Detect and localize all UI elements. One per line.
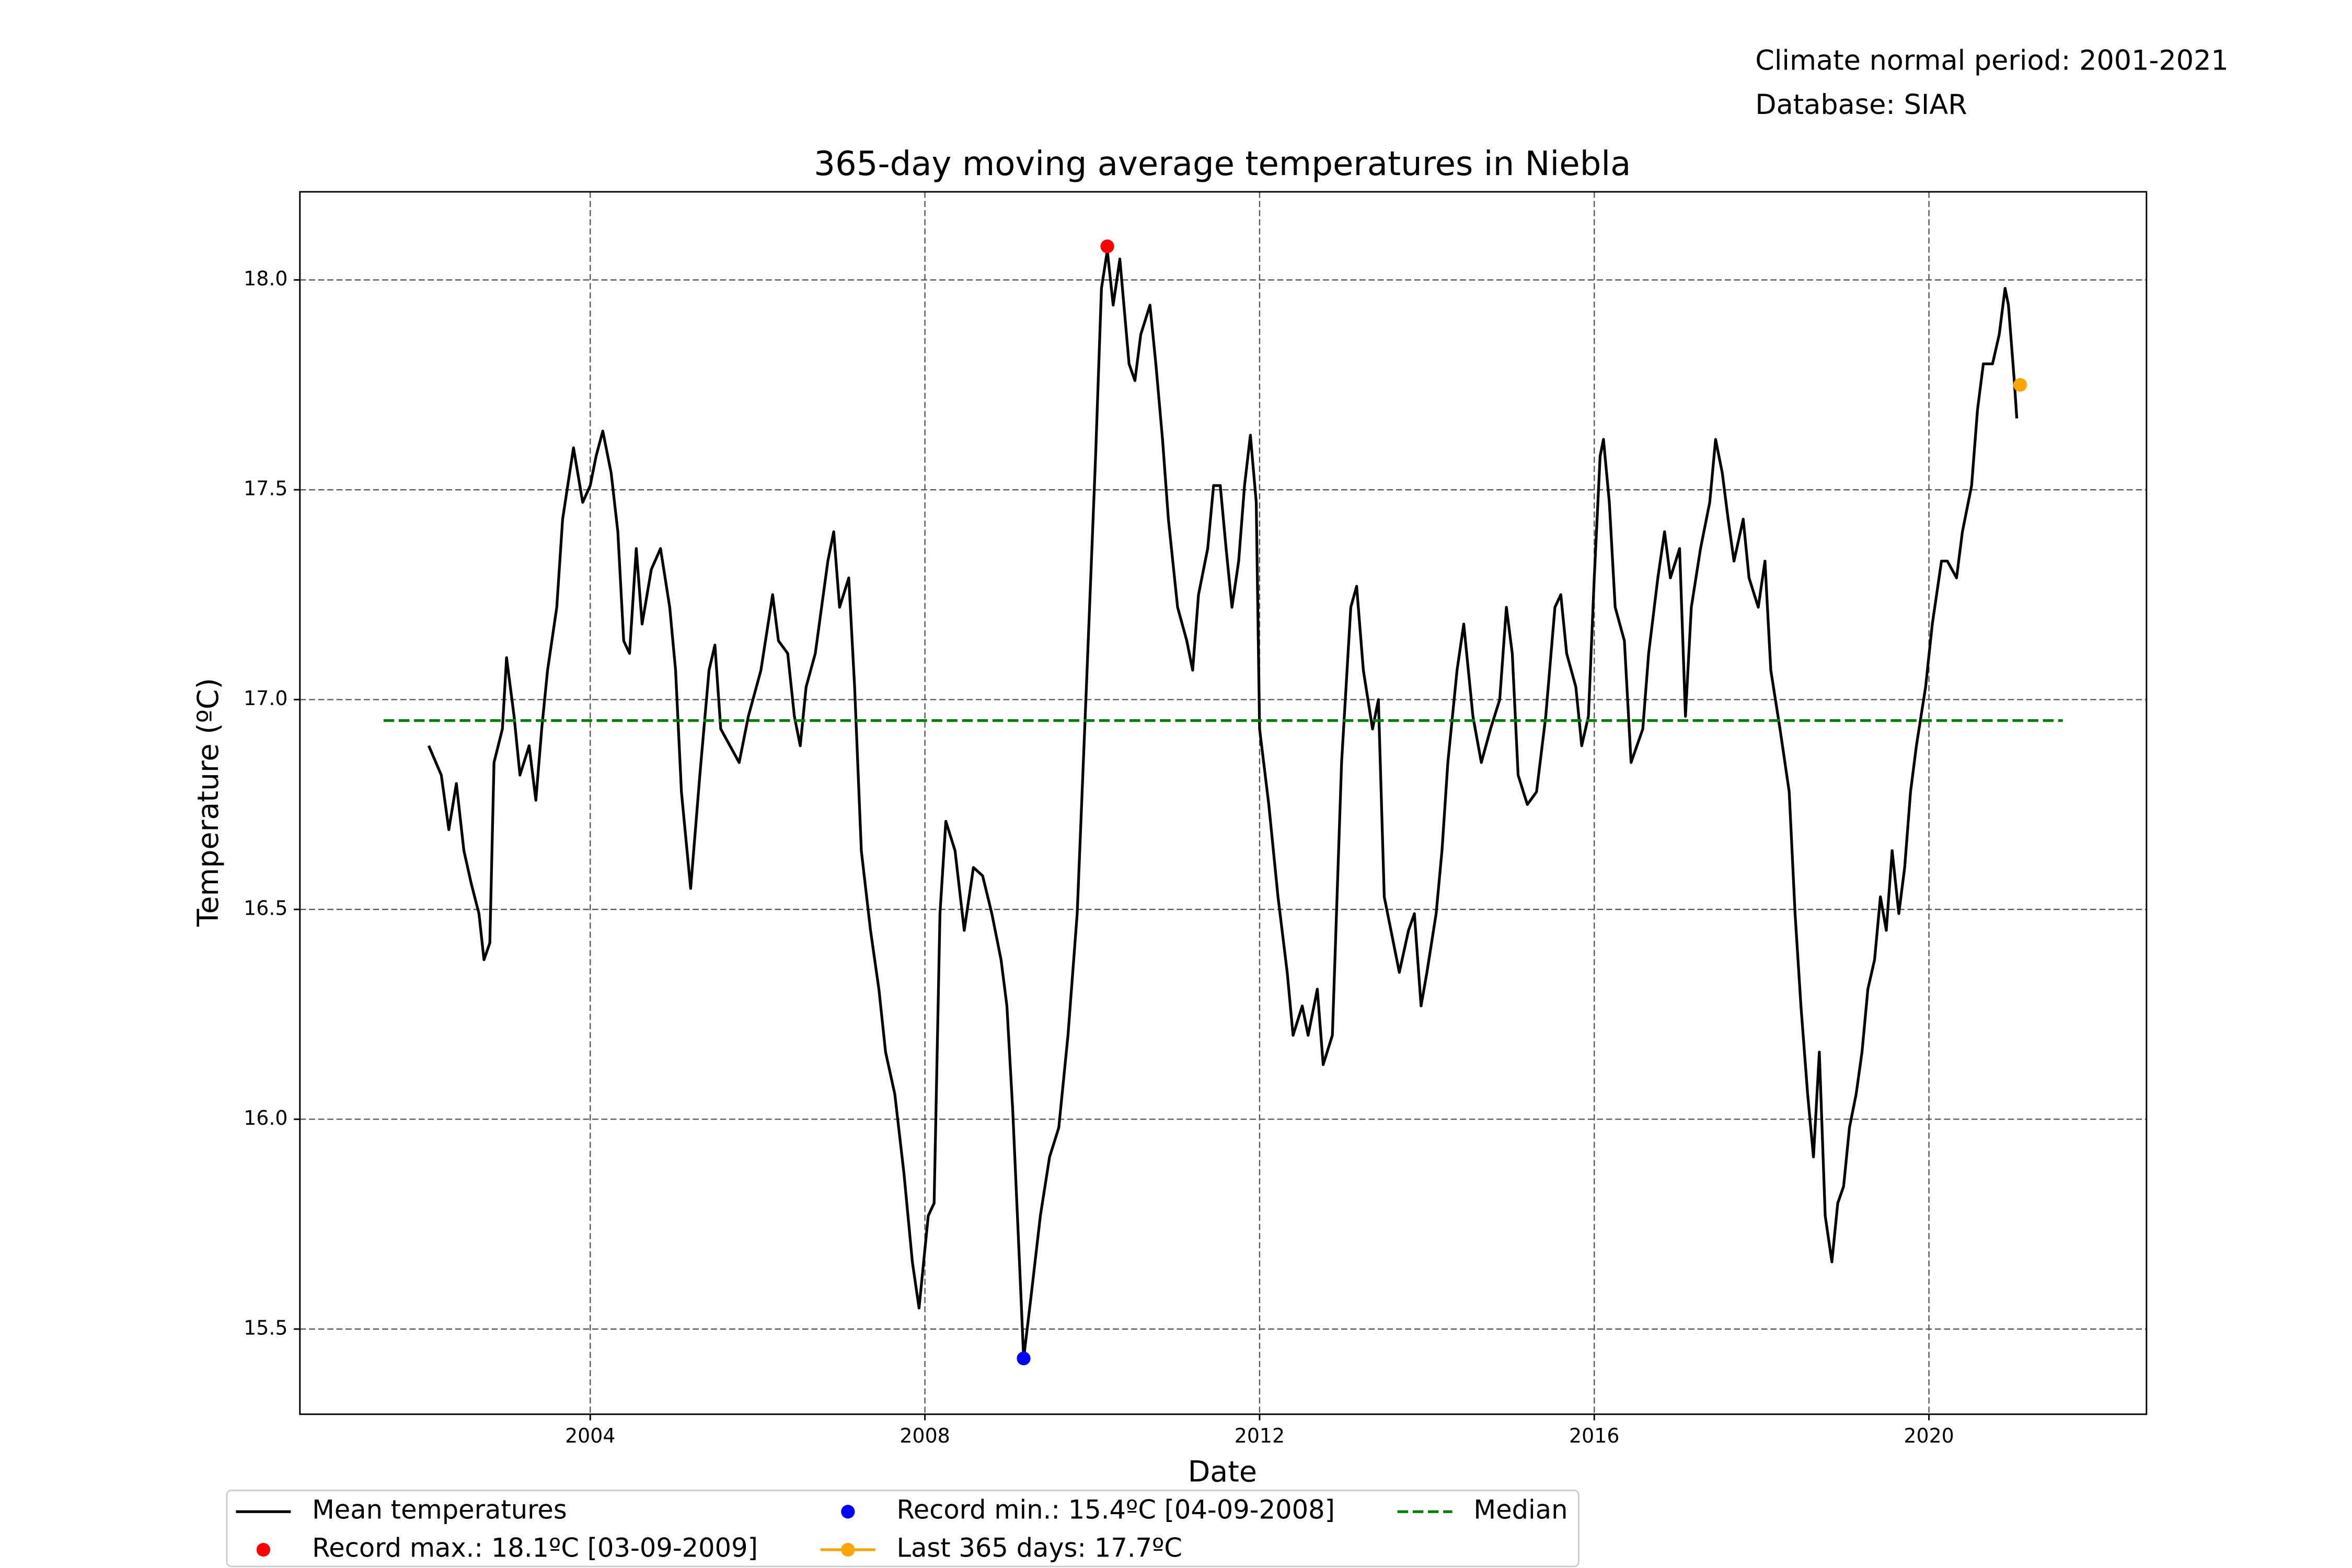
- legend-swatch: [256, 1542, 270, 1557]
- legend-label: Record max.: 18.1ºC [03-09-2009]: [312, 1533, 758, 1563]
- annotation: Climate normal period: 2001-2021: [1755, 44, 2229, 76]
- series-line: [427, 249, 2019, 1360]
- x-axis-label: Date: [1188, 1456, 1257, 1489]
- x-tick-label: 2020: [1904, 1424, 1954, 1447]
- legend-swatch: [841, 1542, 855, 1557]
- legend-label: Record min.: 15.4ºC [04-09-2008]: [897, 1495, 1335, 1525]
- y-tick-label: 17.0: [244, 687, 287, 710]
- legend-label: Last 365 days: 17.7ºC: [897, 1533, 1182, 1563]
- annotation: Database: SIAR: [1755, 89, 1967, 121]
- y-tick-label: 16.5: [244, 896, 287, 919]
- y-axis-label: Temperature (ºC): [192, 678, 225, 927]
- legend-label: Median: [1473, 1495, 1567, 1525]
- chart-title: 365-day moving average temperatures in N…: [814, 145, 1631, 183]
- y-tick-label: 17.5: [244, 477, 287, 500]
- x-tick-label: 2008: [900, 1424, 950, 1447]
- axes-frame: [299, 191, 2148, 1415]
- legend-label: Mean temperatures: [312, 1495, 567, 1525]
- x-tick-label: 2012: [1235, 1424, 1285, 1447]
- legend-box: [226, 1490, 1579, 1567]
- data-point: [1100, 239, 1114, 253]
- legend-swatch: [841, 1505, 855, 1519]
- data-point: [2013, 378, 2027, 392]
- x-tick-label: 2016: [1569, 1424, 1619, 1447]
- y-tick-label: 16.0: [244, 1106, 287, 1129]
- x-tick-label: 2004: [565, 1424, 615, 1447]
- y-tick-label: 18.0: [244, 267, 287, 290]
- data-point: [1017, 1351, 1031, 1366]
- y-tick-label: 15.5: [244, 1316, 287, 1339]
